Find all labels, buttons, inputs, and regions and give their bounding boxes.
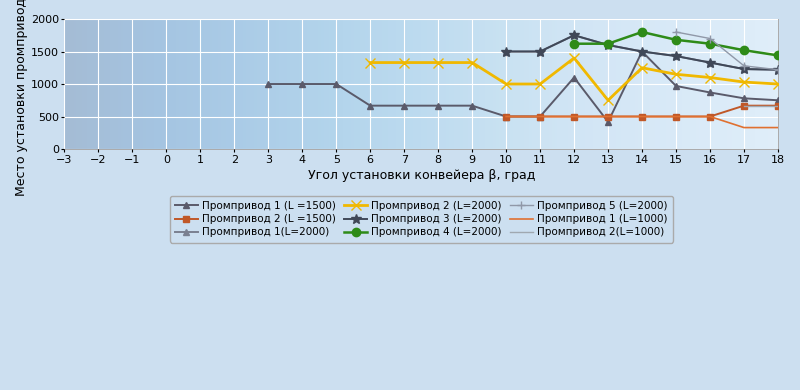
Промпривод 4 (L=2000) xyxy=(603,41,613,46)
Промпривод 1(L=2000) xyxy=(502,49,511,54)
Промпривод 1 (L=1000) xyxy=(671,114,681,119)
Промпривод 3 (L=2000) xyxy=(739,67,749,71)
Промпривод 2 (L=2000) xyxy=(638,66,647,70)
Промпривод 1 (L =1500) xyxy=(773,98,782,103)
Промпривод 2 (L =1500) xyxy=(671,114,681,119)
Промпривод 2 (L =1500) xyxy=(535,114,545,119)
Промпривод 2 (L=2000) xyxy=(502,82,511,86)
Промпривод 1 (L =1500) xyxy=(467,103,477,108)
Промпривод 2(L=1000) xyxy=(773,103,782,108)
Промпривод 2 (L =1500) xyxy=(773,103,782,108)
Промпривод 2 (L=2000) xyxy=(773,82,782,86)
Промпривод 2 (L =1500) xyxy=(502,114,511,119)
Промпривод 1 (L =1500) xyxy=(535,114,545,119)
Промпривод 1(L=2000) xyxy=(570,33,579,37)
Промпривод 1 (L=1000) xyxy=(705,114,714,119)
Line: Промпривод 5 (L=2000): Промпривод 5 (L=2000) xyxy=(672,28,782,74)
Промпривод 2 (L=2000) xyxy=(467,60,477,65)
Промпривод 2 (L=2000) xyxy=(399,60,409,65)
Промпривод 3 (L=2000) xyxy=(671,54,681,58)
Промпривод 2 (L =1500) xyxy=(570,114,579,119)
Промпривод 1 (L=1000) xyxy=(773,125,782,130)
Промпривод 1 (L =1500) xyxy=(434,103,443,108)
Промпривод 4 (L=2000) xyxy=(773,53,782,58)
Промпривод 5 (L=2000) xyxy=(739,64,749,68)
Промпривод 1 (L=1000) xyxy=(502,114,511,119)
Промпривод 1(L=2000) xyxy=(671,54,681,58)
Промпривод 4 (L=2000) xyxy=(638,30,647,34)
Промпривод 3 (L=2000) xyxy=(773,67,782,72)
Промпривод 1 (L =1500) xyxy=(502,114,511,119)
Промпривод 2(L=1000) xyxy=(739,103,749,108)
Промпривод 1 (L =1500) xyxy=(399,103,409,108)
Промпривод 1 (L =1500) xyxy=(671,83,681,88)
Промпривод 1 (L =1500) xyxy=(739,96,749,101)
Промпривод 3 (L=2000) xyxy=(705,60,714,65)
Промпривод 2 (L =1500) xyxy=(705,114,714,119)
Промпривод 1 (L =1500) xyxy=(263,82,273,86)
Промпривод 1(L=2000) xyxy=(638,49,647,54)
Промпривод 4 (L=2000) xyxy=(671,37,681,42)
Промпривод 1 (L =1500) xyxy=(366,103,375,108)
Промпривод 2 (L=2000) xyxy=(570,56,579,60)
Промпривод 4 (L=2000) xyxy=(705,41,714,46)
Промпривод 1(L=2000) xyxy=(739,67,749,71)
Промпривод 1(L=2000) xyxy=(705,60,714,65)
Промпривод 2 (L=2000) xyxy=(705,75,714,80)
Промпривод 3 (L=2000) xyxy=(638,49,647,54)
Промпривод 2 (L =1500) xyxy=(603,114,613,119)
Промпривод 1 (L=1000) xyxy=(603,114,613,119)
Промпривод 5 (L=2000) xyxy=(705,36,714,41)
X-axis label: Угол установки конвейера β, град: Угол установки конвейера β, град xyxy=(307,169,535,182)
Промпривод 1 (L =1500) xyxy=(705,90,714,95)
Промпривод 1 (L =1500) xyxy=(638,49,647,54)
Line: Промпривод 2 (L =1500): Промпривод 2 (L =1500) xyxy=(502,102,782,120)
Промпривод 1 (L=1000) xyxy=(638,114,647,119)
Line: Промпривод 2 (L=2000): Промпривод 2 (L=2000) xyxy=(366,53,782,105)
Legend: Промпривод 1 (L =1500), Промпривод 2 (L =1500), Промпривод 1(L=2000), Промпривод: Промпривод 1 (L =1500), Промпривод 2 (L … xyxy=(170,196,673,243)
Промпривод 2 (L=2000) xyxy=(671,72,681,76)
Промпривод 1 (L =1500) xyxy=(603,120,613,124)
Промпривод 5 (L=2000) xyxy=(671,30,681,34)
Промпривод 3 (L=2000) xyxy=(535,49,545,54)
Промпривод 2 (L =1500) xyxy=(638,114,647,119)
Line: Промпривод 3 (L=2000): Промпривод 3 (L=2000) xyxy=(502,30,782,74)
Промпривод 1 (L=1000) xyxy=(739,125,749,130)
Промпривод 4 (L=2000) xyxy=(570,41,579,46)
Промпривод 2 (L=2000) xyxy=(434,60,443,65)
Промпривод 2 (L=2000) xyxy=(739,80,749,84)
Промпривод 2 (L=2000) xyxy=(603,98,613,103)
Промпривод 2 (L=2000) xyxy=(535,82,545,86)
Промпривод 3 (L=2000) xyxy=(502,49,511,54)
Line: Промпривод 1 (L=1000): Промпривод 1 (L=1000) xyxy=(506,117,778,128)
Промпривод 1(L=2000) xyxy=(535,49,545,54)
Line: Промпривод 1 (L =1500): Промпривод 1 (L =1500) xyxy=(265,48,782,126)
Промпривод 4 (L=2000) xyxy=(739,48,749,53)
Промпривод 3 (L=2000) xyxy=(603,43,613,47)
Промпривод 1 (L =1500) xyxy=(298,82,307,86)
Промпривод 1(L=2000) xyxy=(603,43,613,47)
Промпривод 1 (L =1500) xyxy=(331,82,341,86)
Промпривод 1 (L=1000) xyxy=(535,114,545,119)
Line: Промпривод 4 (L=2000): Промпривод 4 (L=2000) xyxy=(570,28,782,60)
Промпривод 3 (L=2000) xyxy=(570,33,579,37)
Промпривод 1 (L=1000) xyxy=(570,114,579,119)
Y-axis label: Место установки промпривода, м: Место установки промпривода, м xyxy=(15,0,28,196)
Промпривод 2 (L =1500) xyxy=(739,103,749,108)
Промпривод 5 (L=2000) xyxy=(773,67,782,72)
Промпривод 2 (L=2000) xyxy=(366,60,375,65)
Line: Промпривод 1(L=2000): Промпривод 1(L=2000) xyxy=(502,32,782,73)
Промпривод 1(L=2000) xyxy=(773,67,782,72)
Промпривод 1 (L =1500) xyxy=(570,75,579,80)
